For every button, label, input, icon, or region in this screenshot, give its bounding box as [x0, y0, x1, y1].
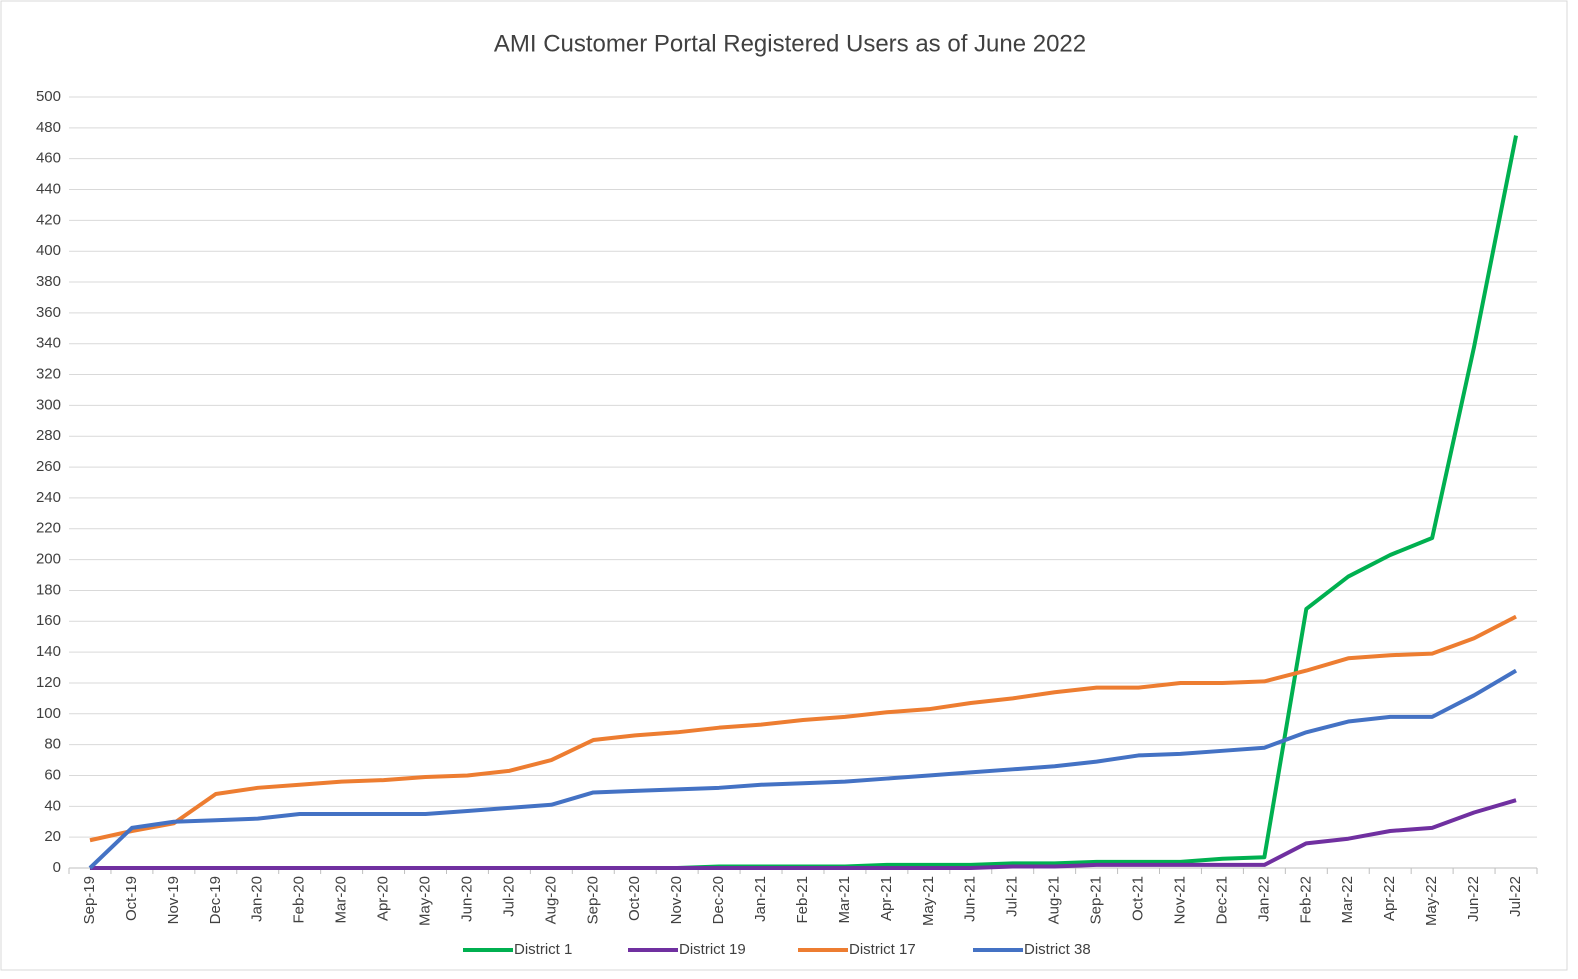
x-tick-label: Dec-21 [1213, 876, 1230, 924]
y-tick-label: 400 [36, 242, 61, 259]
legend-label: District 1 [514, 941, 572, 958]
y-tick-label: 40 [44, 797, 61, 814]
x-tick-label: Jul-21 [1004, 876, 1021, 917]
x-tick-label: May-20 [416, 876, 433, 926]
x-tick-label: Mar-20 [333, 876, 350, 924]
x-tick-label: Mar-22 [1339, 876, 1356, 924]
x-tick-label: Feb-21 [794, 876, 811, 924]
x-tick-label: Oct-20 [626, 876, 643, 921]
x-tick-label: Jul-22 [1507, 876, 1524, 917]
x-tick-label: Mar-21 [836, 876, 853, 924]
y-tick-label: 320 [36, 366, 61, 383]
x-tick-label: Sep-20 [584, 876, 601, 924]
x-tick-label: Oct-19 [123, 876, 140, 921]
y-tick-label: 180 [36, 581, 61, 598]
chart-title: AMI Customer Portal Registered Users as … [494, 30, 1086, 57]
y-tick-label: 200 [36, 551, 61, 568]
series-line [88, 668, 1518, 870]
x-tick-label: Oct-21 [1130, 876, 1147, 921]
y-tick-label: 280 [36, 427, 61, 444]
x-tick-label: Jan-22 [1255, 876, 1272, 922]
y-tick-label: 80 [44, 736, 61, 753]
y-tick-label: 380 [36, 273, 61, 290]
x-tick-label: Apr-22 [1381, 876, 1398, 921]
y-tick-label: 500 [36, 88, 61, 105]
y-tick-label: 220 [36, 520, 61, 537]
y-tick-label: 20 [44, 828, 61, 845]
y-tick-label: 140 [36, 643, 61, 660]
y-tick-label: 480 [36, 119, 61, 136]
y-tick-label: 440 [36, 180, 61, 197]
x-tick-label: Aug-21 [1046, 876, 1063, 924]
x-tick-label: Dec-20 [710, 876, 727, 924]
y-tick-label: 340 [36, 335, 61, 352]
x-tick-label: Nov-19 [165, 876, 182, 924]
series-line [89, 614, 1517, 843]
y-tick-label: 360 [36, 304, 61, 321]
x-tick-label: Jul-20 [500, 876, 517, 917]
x-tick-label: Aug-20 [542, 876, 559, 924]
y-tick-label: 460 [36, 150, 61, 167]
x-tick-label: Feb-20 [291, 876, 308, 924]
y-tick-label: 420 [36, 211, 61, 228]
x-tick-label: Nov-21 [1171, 876, 1188, 924]
x-tick-label: May-21 [920, 876, 937, 926]
y-tick-label: 240 [36, 489, 61, 506]
series-line [89, 798, 1517, 870]
x-tick-label: Jun-20 [458, 876, 475, 922]
y-tick-label: 100 [36, 705, 61, 722]
y-tick-label: 260 [36, 458, 61, 475]
x-tick-label: May-22 [1423, 876, 1440, 926]
x-tick-label: Feb-22 [1297, 876, 1314, 924]
x-tick-label: Sep-21 [1088, 876, 1105, 924]
legend-label: District 38 [1024, 941, 1091, 958]
x-tick-label: Jan-21 [752, 876, 769, 922]
y-tick-label: 300 [36, 396, 61, 413]
x-tick-label: Jan-20 [249, 876, 266, 922]
y-tick-label: 120 [36, 674, 61, 691]
y-tick-label: 60 [44, 766, 61, 783]
x-tick-label: Apr-20 [375, 876, 392, 921]
legend-label: District 19 [679, 941, 746, 958]
x-tick-label: Nov-20 [668, 876, 685, 924]
x-tick-label: Apr-21 [878, 876, 895, 921]
x-tick-label: Dec-19 [207, 876, 224, 924]
x-tick-label: Jun-22 [1465, 876, 1482, 922]
legend-label: District 17 [849, 941, 916, 958]
y-tick-label: 160 [36, 612, 61, 629]
x-tick-label: Sep-19 [81, 876, 98, 924]
x-tick-label: Jun-21 [962, 876, 979, 922]
y-tick-label: 0 [53, 859, 61, 876]
